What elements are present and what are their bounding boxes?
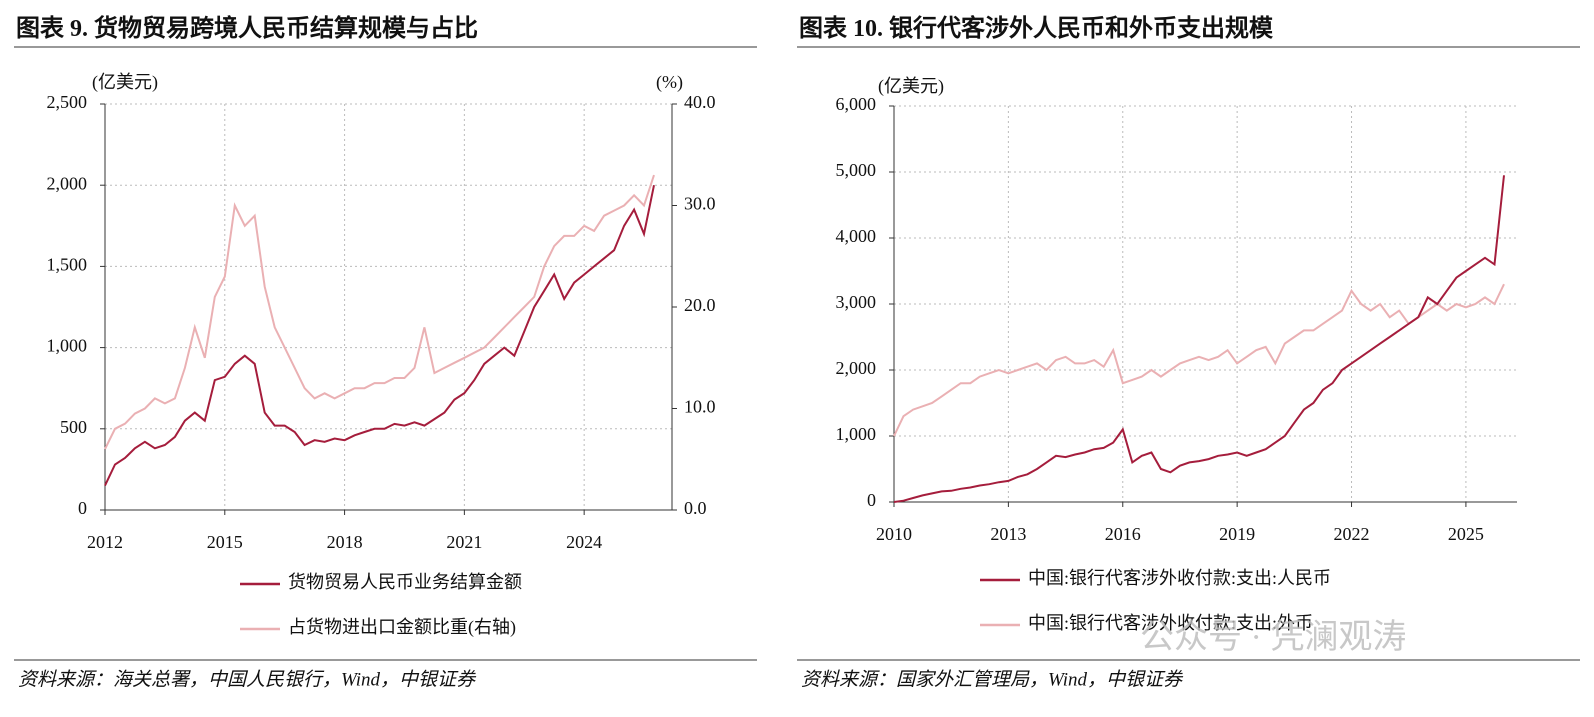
y-axis-label: (亿美元) — [92, 72, 158, 93]
y-tick-label: 1,000 — [47, 336, 88, 356]
x-tick-label: 2013 — [990, 524, 1026, 544]
y2-tick-label: 0.0 — [684, 498, 707, 518]
y-tick-label: 2,000 — [836, 358, 877, 378]
figure-title: 图表 9. 货物贸易跨境人民币结算规模与占比 — [16, 14, 478, 42]
y-tick-label: 2,000 — [47, 173, 88, 193]
series-line — [893, 175, 1505, 503]
y2-axis-label: (%) — [656, 72, 683, 93]
y-tick-label: 5,000 — [836, 160, 877, 180]
y2-tick-label: 30.0 — [684, 194, 716, 214]
x-tick-label: 2019 — [1219, 524, 1255, 544]
source: 资料来源：国家外汇管理局，Wind，中银证券 — [801, 668, 1184, 690]
y2-tick-label: 10.0 — [684, 397, 716, 417]
legend-label: 占货物进出口金额比重(右轴) — [288, 617, 516, 638]
y2-tick-label: 40.0 — [684, 92, 716, 112]
x-tick-label: 2025 — [1448, 524, 1484, 544]
y-tick-label: 3,000 — [836, 292, 877, 312]
y-tick-label: 4,000 — [836, 226, 877, 246]
x-tick-label: 2010 — [876, 524, 912, 544]
source: 资料来源：海关总署，中国人民银行，Wind，中银证券 — [18, 668, 477, 690]
y-tick-label: 0 — [867, 490, 876, 510]
x-tick-label: 2022 — [1334, 524, 1370, 544]
y2-tick-label: 20.0 — [684, 295, 716, 315]
x-tick-label: 2012 — [87, 532, 123, 552]
series-line — [104, 184, 655, 487]
series-line — [104, 174, 655, 450]
legend-label: 中国:银行代客涉外收付款:支出:外币 — [1028, 613, 1313, 633]
y-tick-label: 500 — [60, 417, 87, 437]
x-tick-label: 2024 — [566, 532, 602, 552]
x-tick-label: 2015 — [207, 532, 243, 552]
y-axis-label: (亿美元) — [878, 76, 944, 97]
x-tick-label: 2016 — [1105, 524, 1141, 544]
series-line — [893, 283, 1505, 437]
figure-title: 图表 10. 银行代客涉外人民币和外币支出规模 — [799, 14, 1274, 42]
y-tick-label: 1,500 — [47, 255, 88, 275]
x-tick-label: 2021 — [446, 532, 482, 552]
legend-label: 货物贸易人民币业务结算金额 — [288, 572, 522, 592]
x-tick-label: 2018 — [327, 532, 363, 552]
watermark: 公众号 · 凭澜观涛 — [1140, 618, 1406, 656]
y-tick-label: 1,000 — [836, 424, 877, 444]
y-tick-label: 2,500 — [47, 92, 88, 112]
legend-label: 中国:银行代客涉外收付款:支出:人民币 — [1028, 568, 1331, 588]
y-tick-label: 6,000 — [836, 94, 877, 114]
y-tick-label: 0 — [78, 498, 87, 518]
